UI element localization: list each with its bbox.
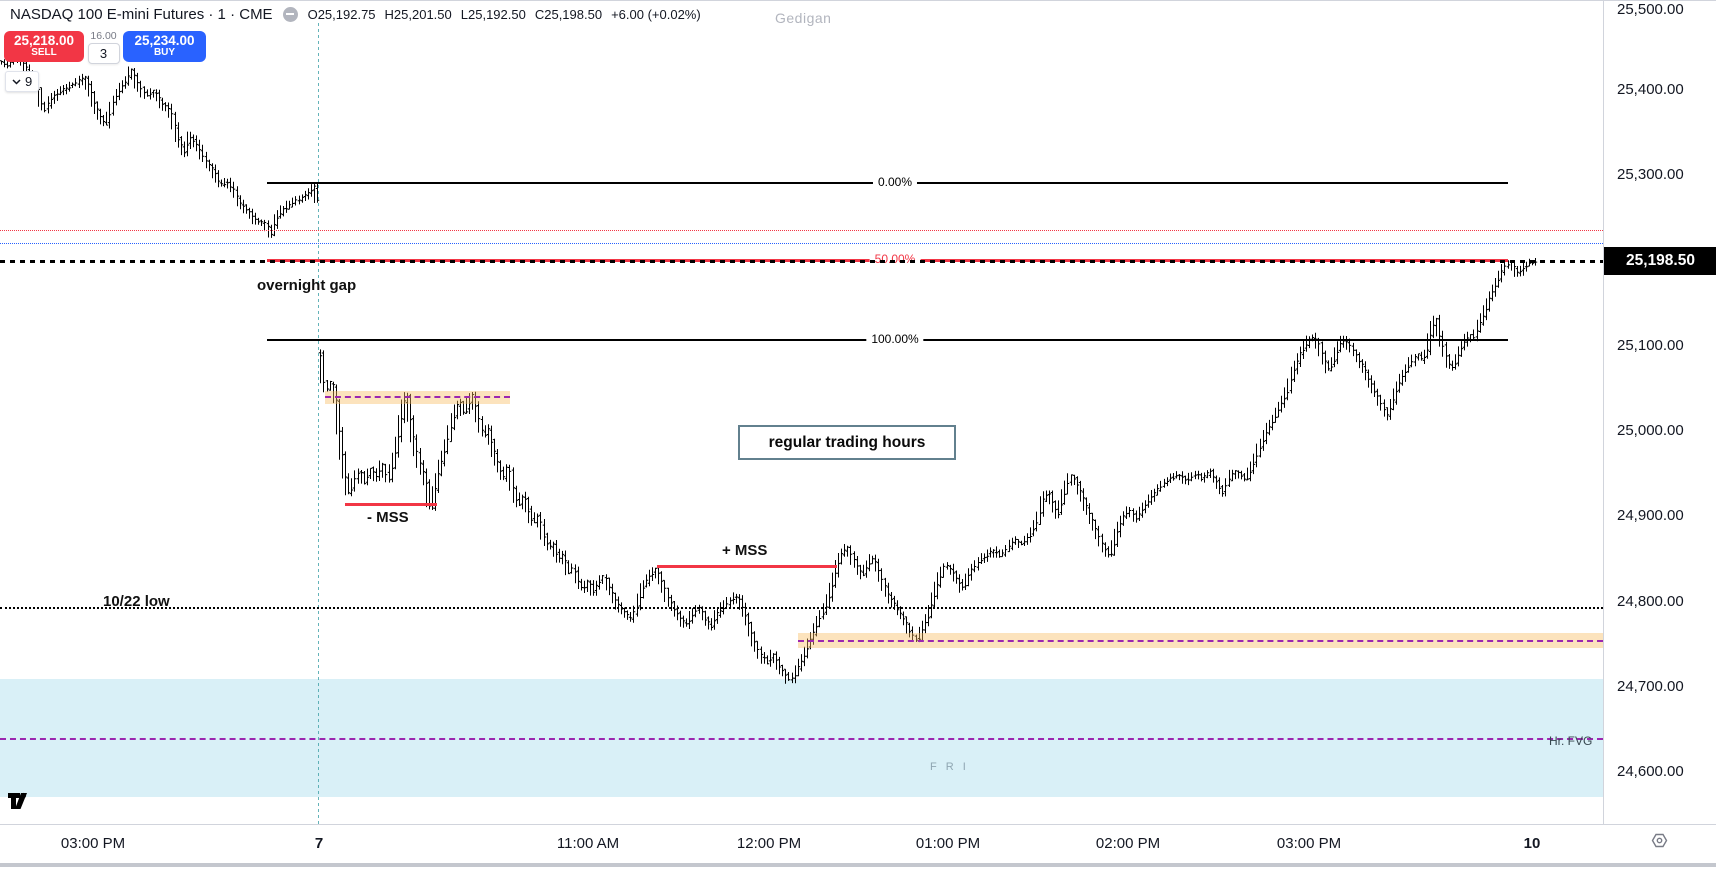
- price-axis-label: 25,400.00: [1617, 81, 1684, 98]
- time-axis-label: 10: [1523, 835, 1541, 852]
- price-axis[interactable]: 25,198.50 25,500.00 25,400.00 25,300.00 25,…: [1603, 1, 1716, 864]
- time-axis[interactable]: 03:00 PM 7 11:00 AM 12:00 PM 01:00 PM 02:00 P…: [0, 824, 1716, 865]
- bid-price-line: [0, 243, 1603, 245]
- ask-price-line: [0, 229, 1603, 231]
- sell-label: SELL: [31, 47, 57, 59]
- session-day-watermark: F R I: [930, 761, 969, 773]
- symbol-title[interactable]: NASDAQ 100 E-mini Futures · 1 · CME: [10, 5, 273, 23]
- oct22-low-label[interactable]: 10/22 low: [103, 593, 170, 610]
- time-axis-label: 03:00 PM: [60, 835, 126, 852]
- open-value: O25,192.75: [307, 6, 376, 22]
- upper-orange-band[interactable]: [325, 390, 510, 405]
- change-value: +6.00 (+0.02%): [611, 6, 701, 22]
- minus-mss-line[interactable]: [345, 503, 437, 507]
- time-axis-label: 7: [314, 835, 324, 852]
- high-value: H25,201.50: [384, 6, 452, 22]
- buy-label: BUY: [153, 47, 176, 59]
- overnight-gap-label[interactable]: overnight gap: [257, 277, 357, 294]
- price-axis-label: 25,100.00: [1617, 336, 1684, 354]
- plus-mss-line[interactable]: [657, 565, 837, 569]
- tradingview-logo-icon[interactable]: [7, 792, 31, 810]
- lower-band-dashed-line: [798, 639, 1603, 642]
- current-price-badge: 25,198.50: [1604, 246, 1716, 275]
- minus-mss-label[interactable]: - MSS: [367, 509, 409, 526]
- price-axis-label: 25,500.00: [1617, 1, 1684, 18]
- hr-fvg-line[interactable]: [0, 738, 1603, 741]
- plus-mss-label[interactable]: + MSS: [722, 542, 768, 559]
- price-axis-label: 25,000.00: [1617, 422, 1684, 439]
- price-axis-label: 24,900.00: [1617, 507, 1684, 525]
- quantity-field[interactable]: 3: [87, 43, 120, 64]
- price-axis-label: 24,800.00: [1617, 592, 1684, 610]
- buy-price: 25,234.00: [134, 33, 195, 49]
- time-axis-label: 03:00 PM: [1276, 835, 1342, 852]
- price-axis-label: 24,600.00: [1617, 763, 1684, 780]
- low-value: L25,192.50: [460, 6, 526, 22]
- bottom-border: [0, 863, 1716, 867]
- ohlc-readout: O25,192.75 H25,201.50 L25,192.50 C25,198…: [308, 7, 701, 22]
- sell-price: 25,218.00: [13, 33, 75, 49]
- symbol-header: NASDAQ 100 E-mini Futures · 1 · CME O25,…: [10, 4, 701, 24]
- hr-fvg-label[interactable]: Hr. FVG: [1549, 734, 1593, 748]
- chevron-down-icon: [12, 78, 21, 85]
- upper-band-dashed-line: [325, 395, 510, 398]
- price-axis-label: 24,700.00: [1617, 677, 1684, 695]
- drawings-count: 9: [25, 74, 33, 89]
- time-axis-label: 11:00 AM: [556, 835, 620, 852]
- time-axis-label: 12:00 PM: [736, 835, 802, 852]
- lower-orange-band[interactable]: [798, 632, 1603, 649]
- time-axis-label: 01:00 PM: [915, 835, 981, 852]
- sell-button[interactable]: 25,218.00 SELL: [4, 31, 84, 62]
- time-axis-label: 02:00 PM: [1095, 835, 1161, 852]
- user-watermark: Gedigan: [775, 10, 832, 26]
- oct22-low-line[interactable]: [0, 607, 1603, 610]
- spread-widget: 16.00 3: [85, 30, 122, 64]
- close-value: C25,198.50: [534, 6, 603, 22]
- regular-trading-hours-box[interactable]: regular trading hours: [738, 425, 956, 460]
- spread-value: 16.00: [90, 30, 117, 42]
- hourly-fvg-zone[interactable]: [0, 678, 1603, 798]
- drawings-count-widget[interactable]: 9: [5, 71, 40, 92]
- price-axis-label: 25,300.00: [1617, 166, 1684, 184]
- collapse-icon[interactable]: [282, 6, 298, 22]
- current-price-line: [0, 259, 1603, 263]
- fib-0-label: 0.00%: [872, 174, 918, 189]
- gear-icon[interactable]: [1650, 831, 1669, 850]
- buy-button[interactable]: 25,234.00 BUY: [123, 31, 206, 62]
- fib-100-label: 100.00%: [866, 332, 924, 347]
- fib-50-label: 50.00%: [869, 251, 921, 266]
